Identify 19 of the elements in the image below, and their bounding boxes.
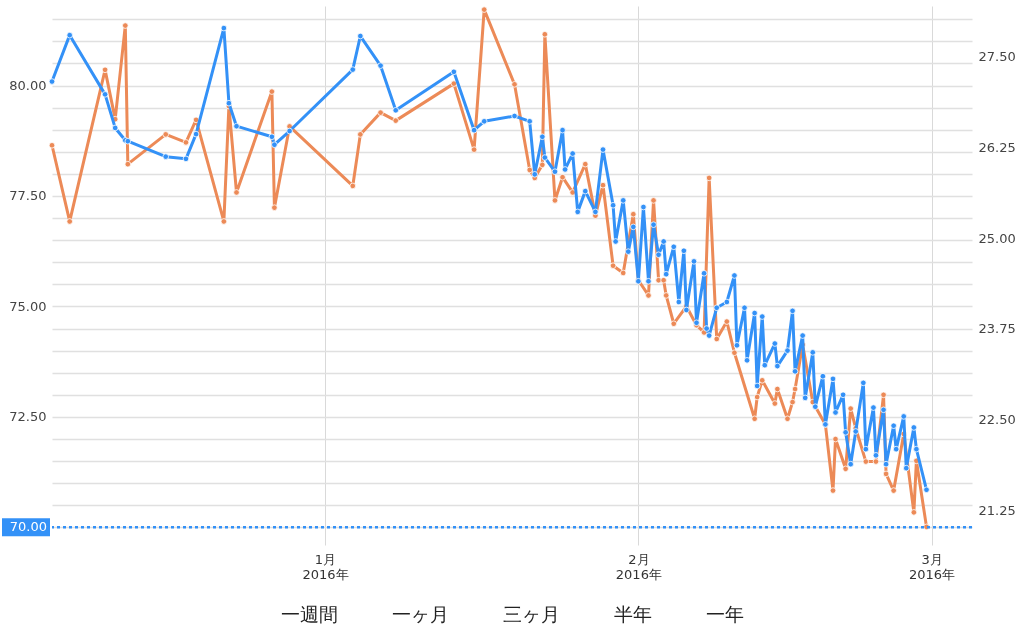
y-tick-label: 72.50 — [9, 409, 47, 425]
y2-tick-label: 23.75 — [978, 321, 1016, 337]
x-tick-label: 1月 2016年 — [302, 551, 349, 582]
text: 一週間 — [279, 602, 339, 627]
text: 半年 — [612, 602, 653, 627]
y-tick-label: 77.50 — [9, 188, 47, 204]
y2-tick-label: 27.50 — [978, 49, 1016, 65]
y2-tick-label: 22.50 — [978, 412, 1016, 427]
text: 一ヶ月 — [390, 602, 450, 627]
text: 三ヶ月 — [501, 602, 561, 627]
y2-tick-label: 26.25 — [978, 139, 1016, 155]
text: 一年 — [704, 602, 745, 627]
y2-tick-label: 21.25 — [978, 502, 1016, 518]
y-tick-label: 75.00 — [9, 298, 47, 314]
x-tick-label: 3月 2016年 — [909, 551, 956, 582]
y2-tick-label: 25.00 — [978, 230, 1016, 246]
y-tick-label: 80.00 — [9, 78, 47, 94]
x-tick-label: 2月 2016年 — [615, 551, 662, 582]
ref-line-label: 70.00 — [9, 519, 47, 535]
